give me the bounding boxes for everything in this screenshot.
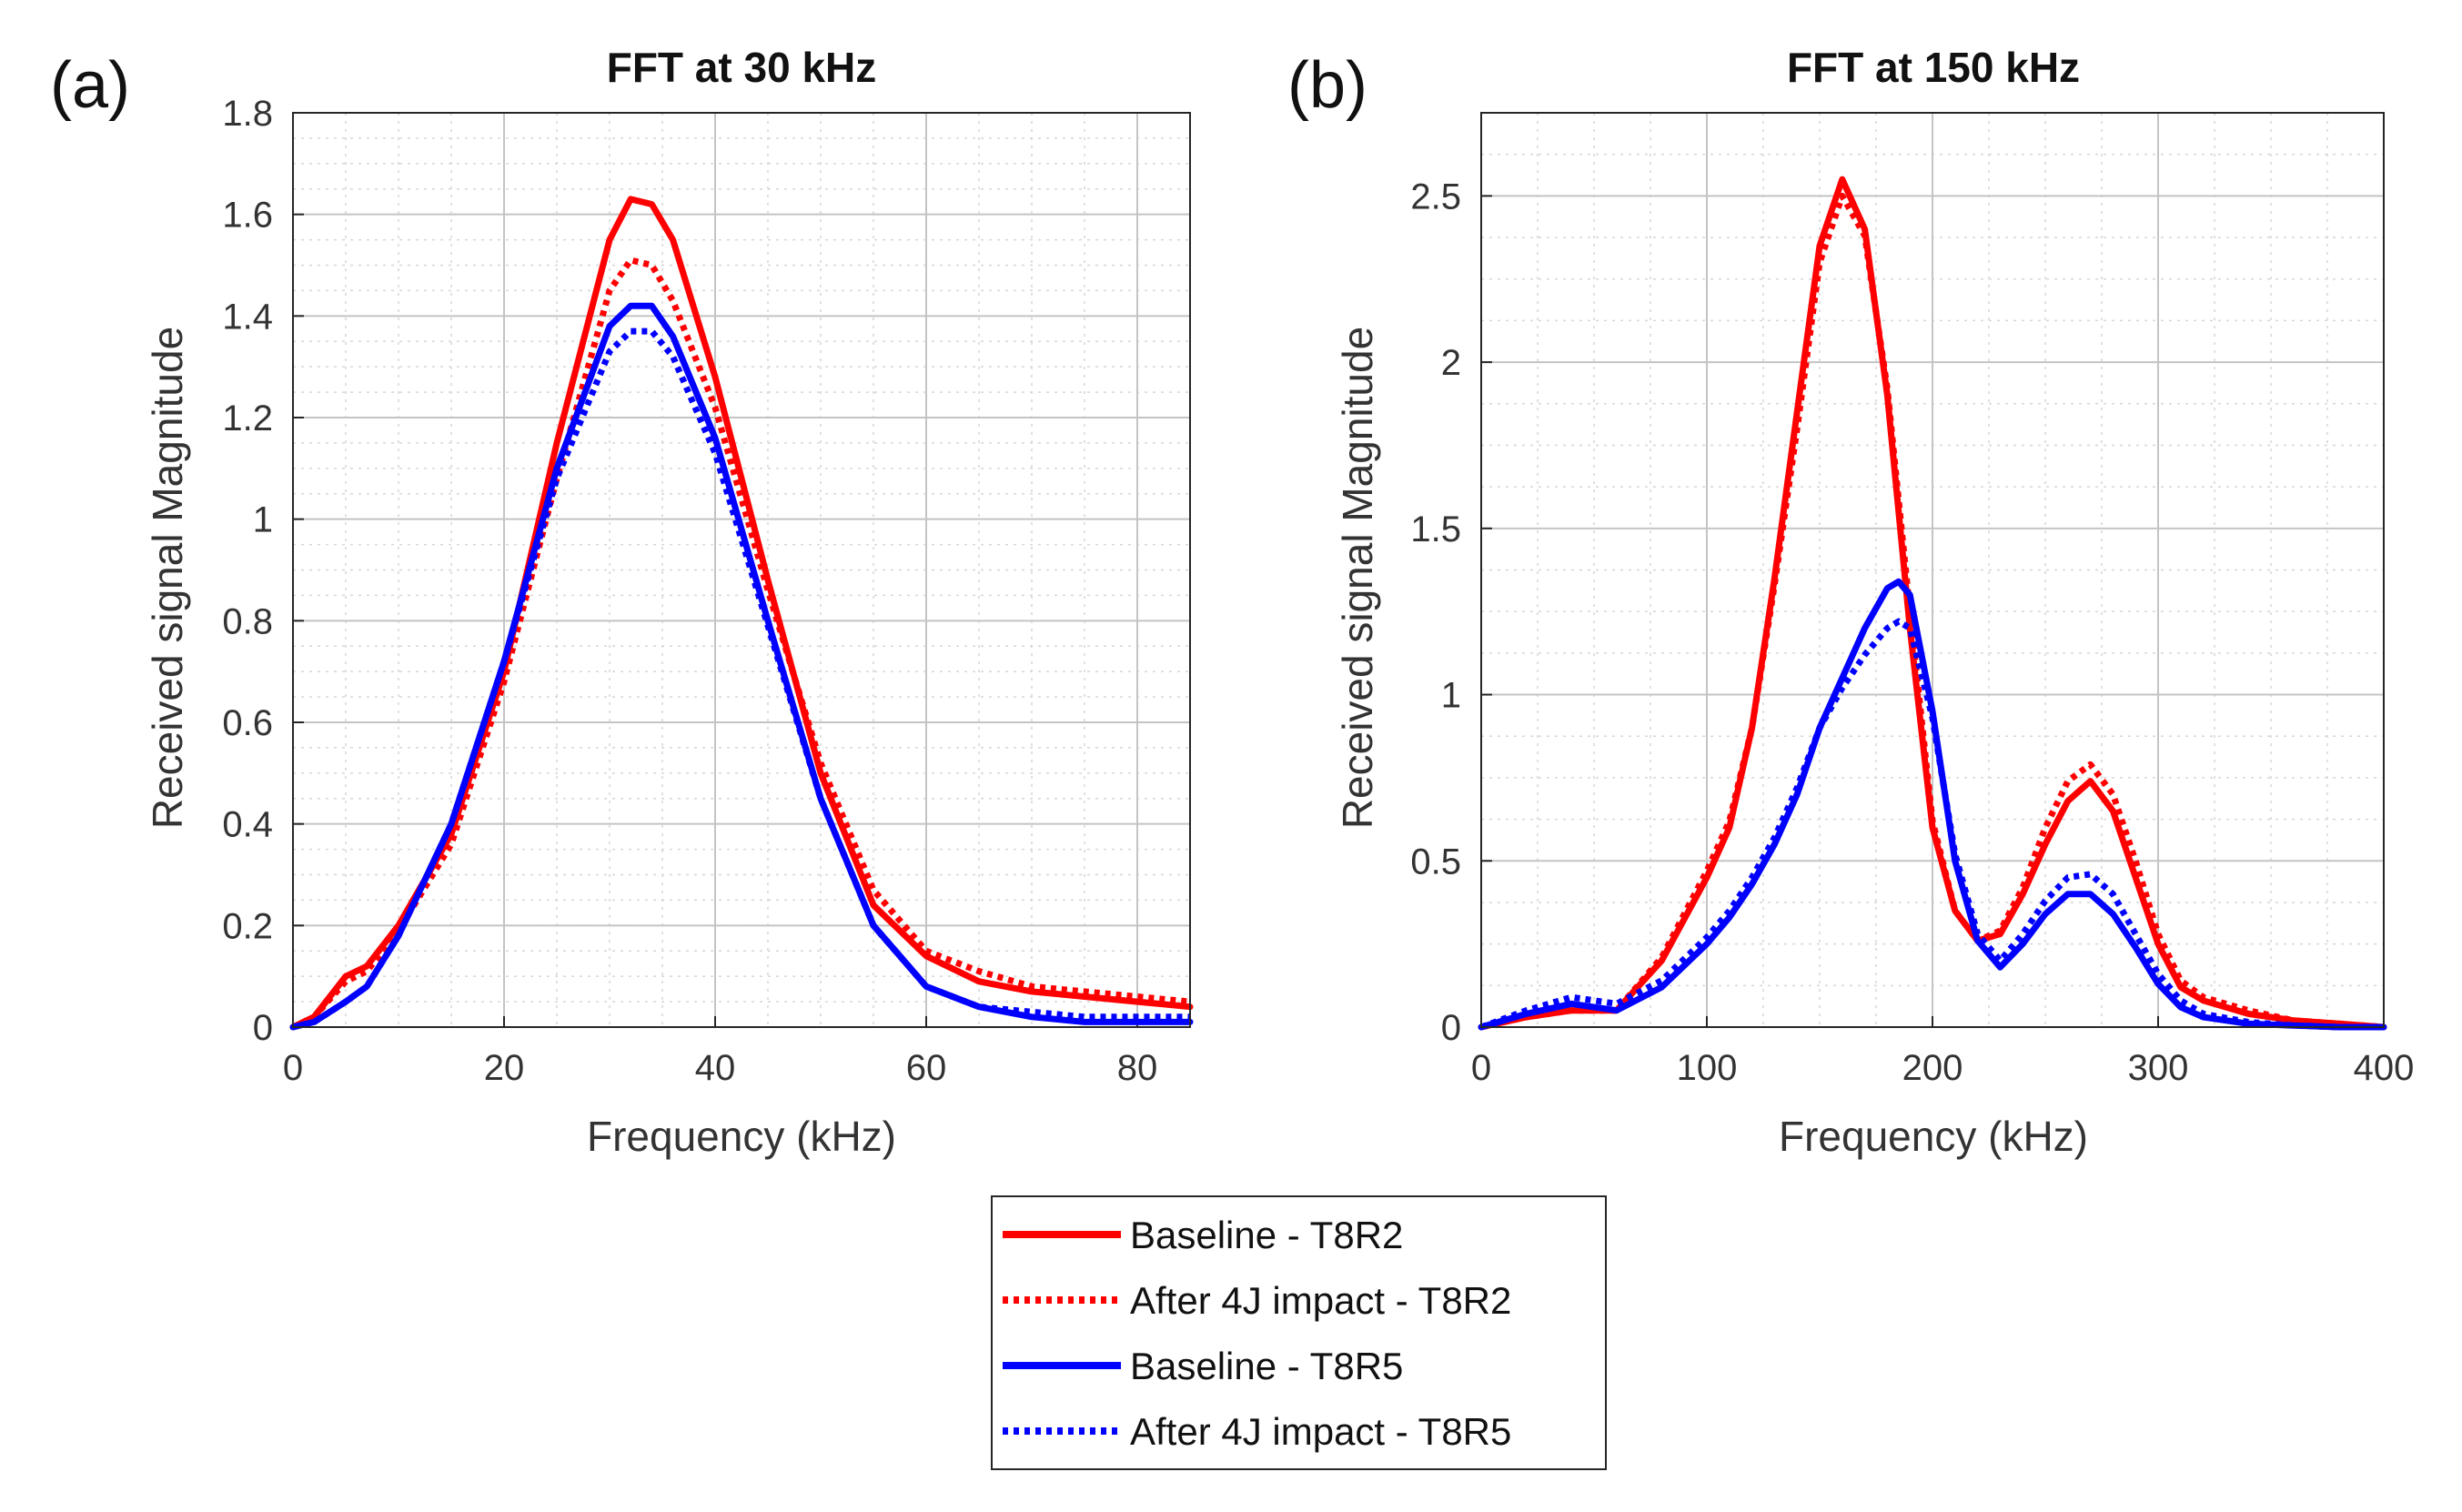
chart-panel-a: (a) FFT at 30 kHz Frequency (kHz) Receiv…	[50, 44, 1194, 1160]
y-tick-label: 1.6	[222, 196, 273, 236]
series-line	[289, 302, 1194, 1031]
y-tick-label: 0.8	[222, 601, 273, 641]
legend-entry: Baseline - T8R2	[1003, 1214, 1403, 1256]
legend-entry: After 4J impact - T8R5	[1003, 1410, 1511, 1453]
series-line	[1479, 618, 2384, 1031]
y-tick-label: 1	[253, 500, 273, 540]
y-tick-label: 1	[1441, 676, 1461, 716]
x-tick-label: 60	[906, 1048, 947, 1088]
y-tick-label: 0.2	[222, 906, 273, 946]
legend-box	[991, 1195, 1607, 1470]
series-line	[1478, 578, 2387, 1031]
y-tick-label: 1.4	[222, 297, 273, 337]
x-tick-label: 40	[695, 1048, 736, 1088]
x-axis-label-b: Frequency (kHz)	[1779, 1113, 2088, 1160]
x-tick-label: 100	[1677, 1048, 1738, 1088]
chart-panel-b: (b) FFT at 150 kHz Frequency (kHz) Recei…	[1287, 44, 2414, 1160]
panel-label-b: (b)	[1287, 49, 1367, 122]
legend: Baseline - T8R2 After 4J impact - T8R2 B…	[991, 1195, 1607, 1470]
legend-label: After 4J impact - T8R5	[1130, 1410, 1511, 1453]
x-tick-label: 200	[1902, 1048, 1963, 1088]
y-tick-label: 2.5	[1410, 176, 1461, 217]
x-axis-label-a: Frequency (kHz)	[587, 1113, 896, 1160]
y-tick-label: 2	[1441, 343, 1461, 383]
y-tick-label: 1.8	[222, 94, 273, 134]
y-tick-label: 0.5	[1410, 842, 1461, 882]
legend-label: Baseline - T8R2	[1130, 1214, 1403, 1256]
y-tick-label: 1.5	[1410, 509, 1461, 549]
legend-entry: Baseline - T8R5	[1003, 1345, 1403, 1387]
chart-title-a: FFT at 30 kHz	[607, 44, 877, 91]
legend-label: Baseline - T8R5	[1130, 1345, 1403, 1387]
y-tick-label: 0.4	[222, 805, 273, 845]
x-tick-label: 0	[1471, 1048, 1491, 1088]
y-tick-label: 1.2	[222, 398, 273, 438]
legend-entry: After 4J impact - T8R2	[1003, 1279, 1511, 1322]
series-line	[291, 257, 1191, 1031]
x-tick-label: 0	[283, 1048, 303, 1088]
x-tick-label: 400	[2354, 1048, 2415, 1088]
legend-label: After 4J impact - T8R2	[1130, 1279, 1511, 1322]
y-tick-label: 0.6	[222, 703, 273, 743]
series-line	[289, 196, 1194, 1031]
plot-frame-b	[1480, 112, 2385, 1028]
x-tick-label: 300	[2128, 1048, 2189, 1088]
y-tick-label: 0	[253, 1008, 273, 1048]
x-tick-label: 80	[1117, 1048, 1158, 1088]
y-axis-label-a: Received signal Magnitude	[144, 327, 191, 829]
y-axis-label-b: Received signal Magnitude	[1334, 327, 1381, 829]
x-tick-label: 20	[484, 1048, 525, 1088]
plot-frame-a	[292, 112, 1191, 1028]
series-line	[292, 328, 1190, 1031]
panel-label-a: (a)	[50, 49, 130, 122]
y-tick-label: 0	[1441, 1008, 1461, 1048]
chart-title-b: FFT at 150 kHz	[1787, 44, 2080, 91]
